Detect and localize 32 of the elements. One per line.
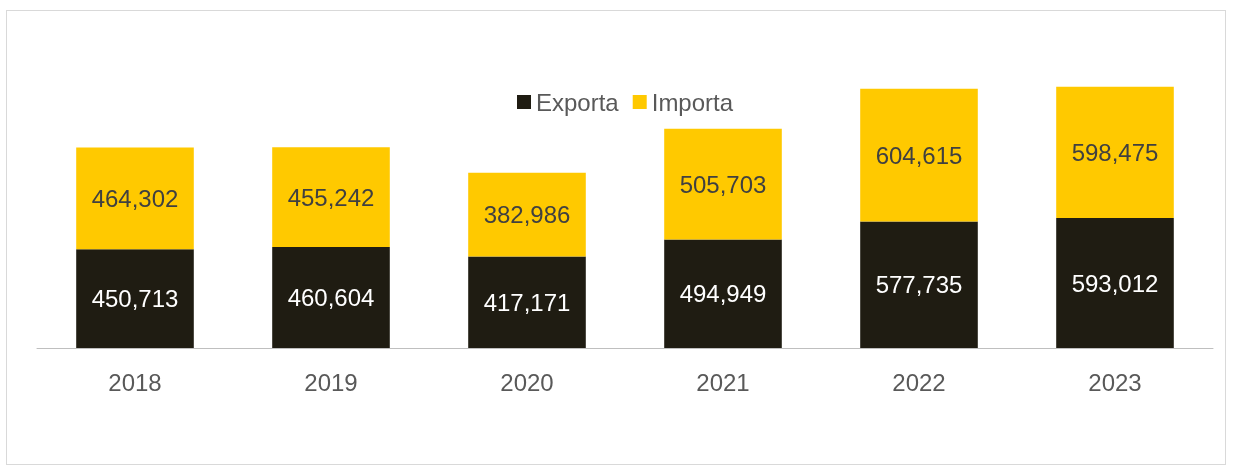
data-label: 604,615 (875, 141, 963, 169)
data-label: 505,703 (679, 170, 767, 198)
data-label: 460,604 (287, 284, 375, 312)
data-label: 494,949 (679, 280, 767, 308)
data-label: 450,713 (91, 285, 179, 313)
data-label: 464,302 (91, 184, 179, 212)
bar (860, 221, 978, 348)
bar (272, 147, 390, 248)
data-label: 417,171 (483, 288, 571, 316)
data-label: 382,986 (483, 201, 571, 229)
bar (76, 249, 194, 348)
data-label: 577,735 (875, 271, 963, 299)
bar (468, 172, 586, 257)
data-label: 598,475 (1071, 138, 1159, 166)
x-tick-label: 2022 (892, 368, 946, 396)
bar (860, 88, 978, 222)
legend-label: Importa (651, 88, 734, 116)
bar (272, 247, 390, 348)
x-tick-label: 2023 (1088, 368, 1142, 396)
x-tick-label: 2018 (108, 368, 162, 396)
bar (1056, 86, 1174, 219)
legend-label: Exporta (536, 88, 620, 116)
bar (664, 239, 782, 348)
x-tick-label: 2019 (304, 368, 358, 396)
x-tick-label: 2021 (696, 368, 750, 396)
bar (664, 128, 782, 240)
bar (76, 147, 194, 250)
x-tick-label: 2020 (500, 368, 554, 396)
bar (1056, 218, 1174, 348)
bar (468, 256, 586, 348)
data-label: 593,012 (1071, 269, 1159, 297)
data-label: 455,242 (287, 183, 375, 211)
